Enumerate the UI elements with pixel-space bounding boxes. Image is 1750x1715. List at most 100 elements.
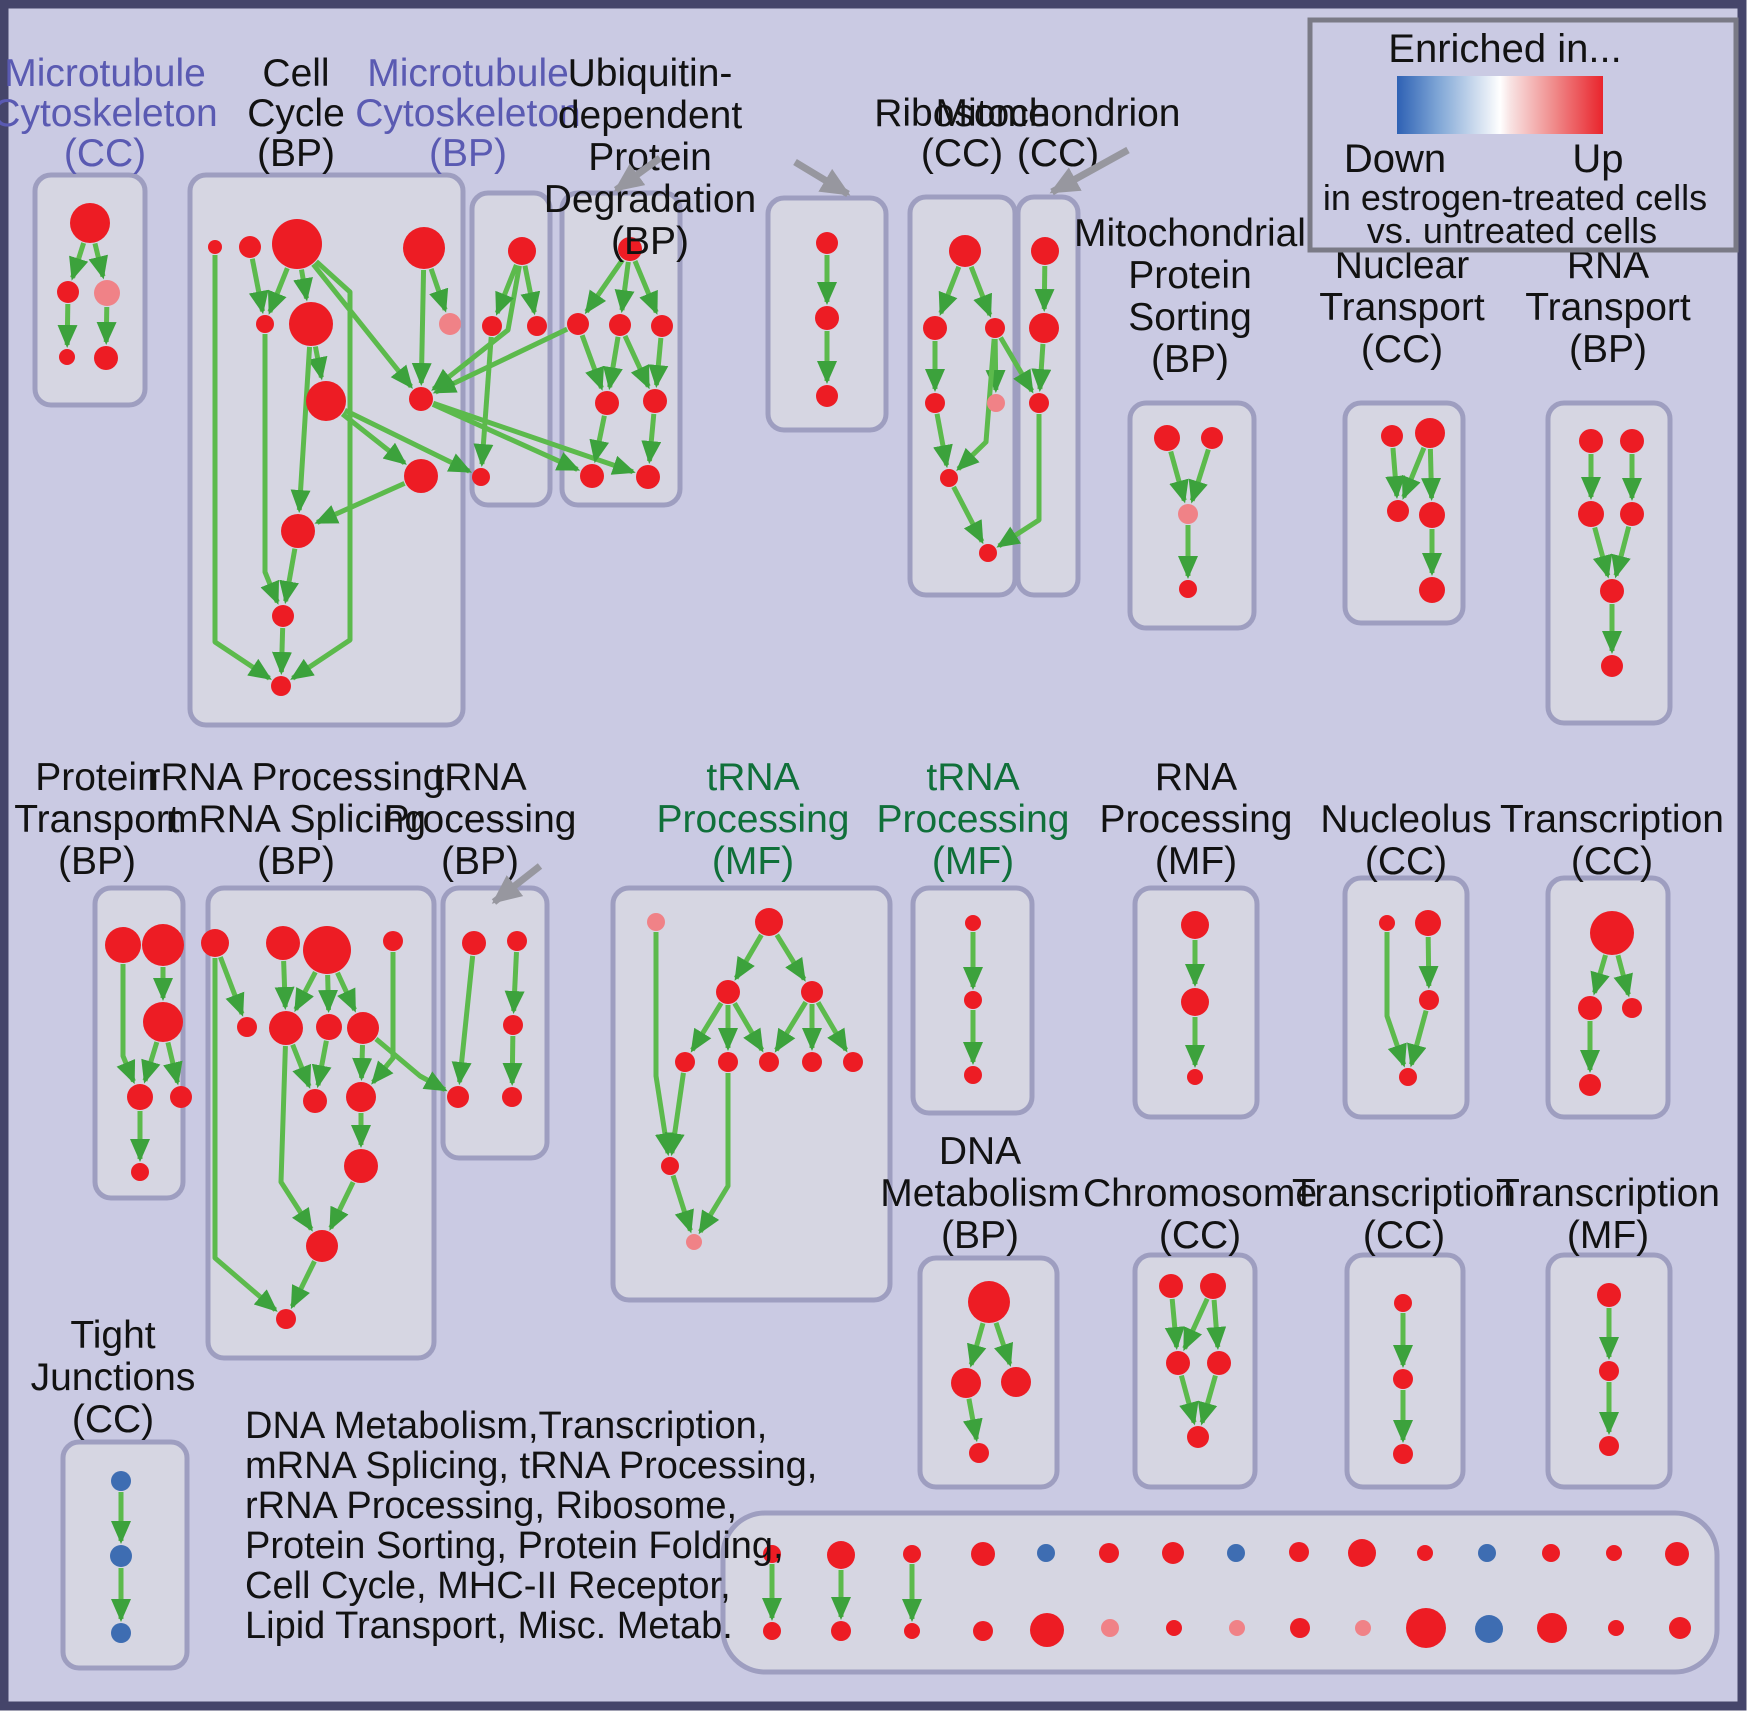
edge-arrow-k1-k2 (1590, 954, 1610, 996)
go-term-node-q2 (266, 926, 300, 960)
cluster-label-line: Transcription (1496, 1172, 1720, 1215)
go-term-node-x1t (763, 1545, 781, 1563)
go-term-node-u4 (651, 315, 673, 337)
go-term-node-s2 (1201, 427, 1223, 449)
go-term-node-o2 (1599, 1361, 1619, 1381)
cluster-label-line: (BP) (941, 1214, 1019, 1257)
cluster-label-transcription-cc-bottom: Transcription (CC) (1292, 1172, 1516, 1257)
note-line: DNA Metabolism,Transcription, (245, 1405, 767, 1447)
go-term-node-x4b (973, 1621, 993, 1641)
edge-arrow-w3-w5 (502, 1035, 523, 1087)
go-term-node-z3 (111, 1623, 131, 1643)
cluster-label-line: (MF) (932, 840, 1014, 883)
go-term-node-q9 (303, 1089, 327, 1113)
go-term-node-g11 (686, 1234, 702, 1250)
go-term-node-s3 (1178, 504, 1198, 524)
go-term-node-u5 (595, 391, 619, 415)
cluster-label-rrna-processing-mrna-splicing-bp: rRNA Processing mRNA Splicing (BP) (148, 756, 445, 883)
go-term-node-n4 (1419, 502, 1445, 528)
edge-arrow-d1-d2 (494, 263, 519, 316)
go-term-node-w2 (507, 931, 527, 951)
go-term-node-g6 (718, 1052, 738, 1072)
edge-arrow-s1-s3 (1168, 450, 1189, 504)
edge-arrow-r1-r3 (968, 265, 993, 318)
edge-arrow-p3-p4 (141, 1041, 161, 1084)
cluster-label-line: (CC) (1159, 1214, 1241, 1257)
go-term-node-q1 (201, 929, 229, 957)
legend-down-label: Down (1344, 137, 1446, 181)
go-term-node-e1 (968, 1281, 1010, 1323)
go-term-node-b8 (306, 381, 346, 421)
go-term-node-x1b (763, 1622, 781, 1640)
go-term-node-j1 (1379, 915, 1395, 931)
go-term-node-z1 (111, 1471, 131, 1491)
edge-arrow-p3-p5 (163, 1041, 183, 1086)
cluster-label-line: Nucleolus (1320, 798, 1491, 841)
go-term-node-x9b (1290, 1618, 1310, 1638)
go-term-node-g7 (759, 1052, 779, 1072)
go-term-node-m2 (1029, 313, 1059, 343)
go-term-node-z2 (110, 1545, 132, 1567)
go-term-node-x3b (904, 1623, 920, 1639)
edge-arrow-u3-u5 (603, 336, 623, 391)
edge-arrow-b1-b12 (212, 255, 272, 681)
cluster-label-line: tRNA (706, 756, 799, 799)
cluster-label-line: Protein (35, 756, 159, 799)
go-term-node-w5 (502, 1087, 522, 1107)
note-line: Lipid Transport, Misc. Metab. (245, 1605, 733, 1647)
edge-arrow-a1-a2 (69, 242, 89, 281)
cluster-label-line: (CC) (1571, 840, 1653, 883)
cluster-label-transcription-cc-middle: Transcription (CC) (1500, 798, 1724, 883)
cluster-label-line: Metabolism (880, 1172, 1079, 1215)
edge-arrow-u3-u6 (622, 334, 651, 390)
edge-arrow-q6-q12 (278, 1045, 314, 1232)
legend-title: Enriched in... (1388, 27, 1621, 71)
cluster-label-line: tRNA (433, 756, 526, 799)
cluster-label-line: (CC) (921, 132, 1003, 175)
go-term-node-x12b (1475, 1615, 1503, 1643)
edge-arrow-b6-b8 (307, 346, 328, 381)
go-term-node-x6t (1099, 1543, 1119, 1563)
go-term-node-k4 (1579, 1074, 1601, 1096)
cluster-label-line: (CC) (1365, 840, 1447, 883)
cluster-label-line: Microtubule (4, 52, 206, 95)
edge-arrow-w2-w3 (504, 951, 525, 1015)
cluster-label-line: (BP) (257, 132, 335, 175)
go-term-node-x13b (1537, 1613, 1567, 1643)
go-term-node-j3 (1419, 990, 1439, 1010)
edge-arrow-u2-b13 (432, 326, 569, 395)
go-term-node-b5 (256, 315, 274, 333)
go-term-node-i1 (1181, 911, 1209, 939)
go-term-node-x13t (1542, 1544, 1560, 1562)
edge-arrow-u5-u7 (589, 415, 610, 464)
edge-arrow-q12-q13 (289, 1260, 317, 1310)
go-term-node-f1 (1159, 1274, 1183, 1298)
cluster-label-line: Degradation (544, 178, 756, 221)
go-term-node-w3 (503, 1015, 523, 1035)
cluster-label-line: Transcription (1500, 798, 1724, 841)
edge-arrow-e2-e4 (962, 1398, 983, 1443)
go-term-node-t6 (1601, 655, 1623, 677)
legend-subtitle-line2: vs. untreated cells (1367, 210, 1657, 251)
cluster-label-line: (CC) (1017, 132, 1099, 175)
go-term-node-w4 (447, 1086, 469, 1108)
go-term-node-d4 (472, 468, 490, 486)
go-term-node-s4 (1179, 580, 1197, 598)
cluster-label-transcription-mf: Transcription (MF) (1496, 1172, 1720, 1257)
go-term-node-b11 (272, 605, 294, 627)
go-term-node-r6 (940, 469, 958, 487)
cluster-box-rrna-processing-mrna-splicing-bp (205, 885, 437, 1361)
cluster-label-microtubule-cytoskeleton-cc: Microtubule Cytoskeleton (CC) (0, 52, 218, 175)
edge-arrow-u1-u2 (584, 258, 625, 315)
cluster-label-line: (BP) (611, 220, 689, 263)
cluster-label-line: (CC) (64, 132, 146, 175)
cluster-label-cell-cycle-bp: Cell Cycle (BP) (247, 52, 345, 175)
go-term-node-b13 (409, 387, 433, 411)
edge-arrow-q1-q5 (218, 956, 245, 1017)
go-term-node-p5 (170, 1086, 192, 1108)
cluster-label-line: Mitochondrion (936, 92, 1181, 135)
edge-arrow-u1-u4 (632, 260, 659, 315)
cluster-label-line: rRNA Processing (148, 756, 445, 799)
go-term-node-a1 (70, 203, 110, 243)
go-term-node-x2b (831, 1621, 851, 1641)
